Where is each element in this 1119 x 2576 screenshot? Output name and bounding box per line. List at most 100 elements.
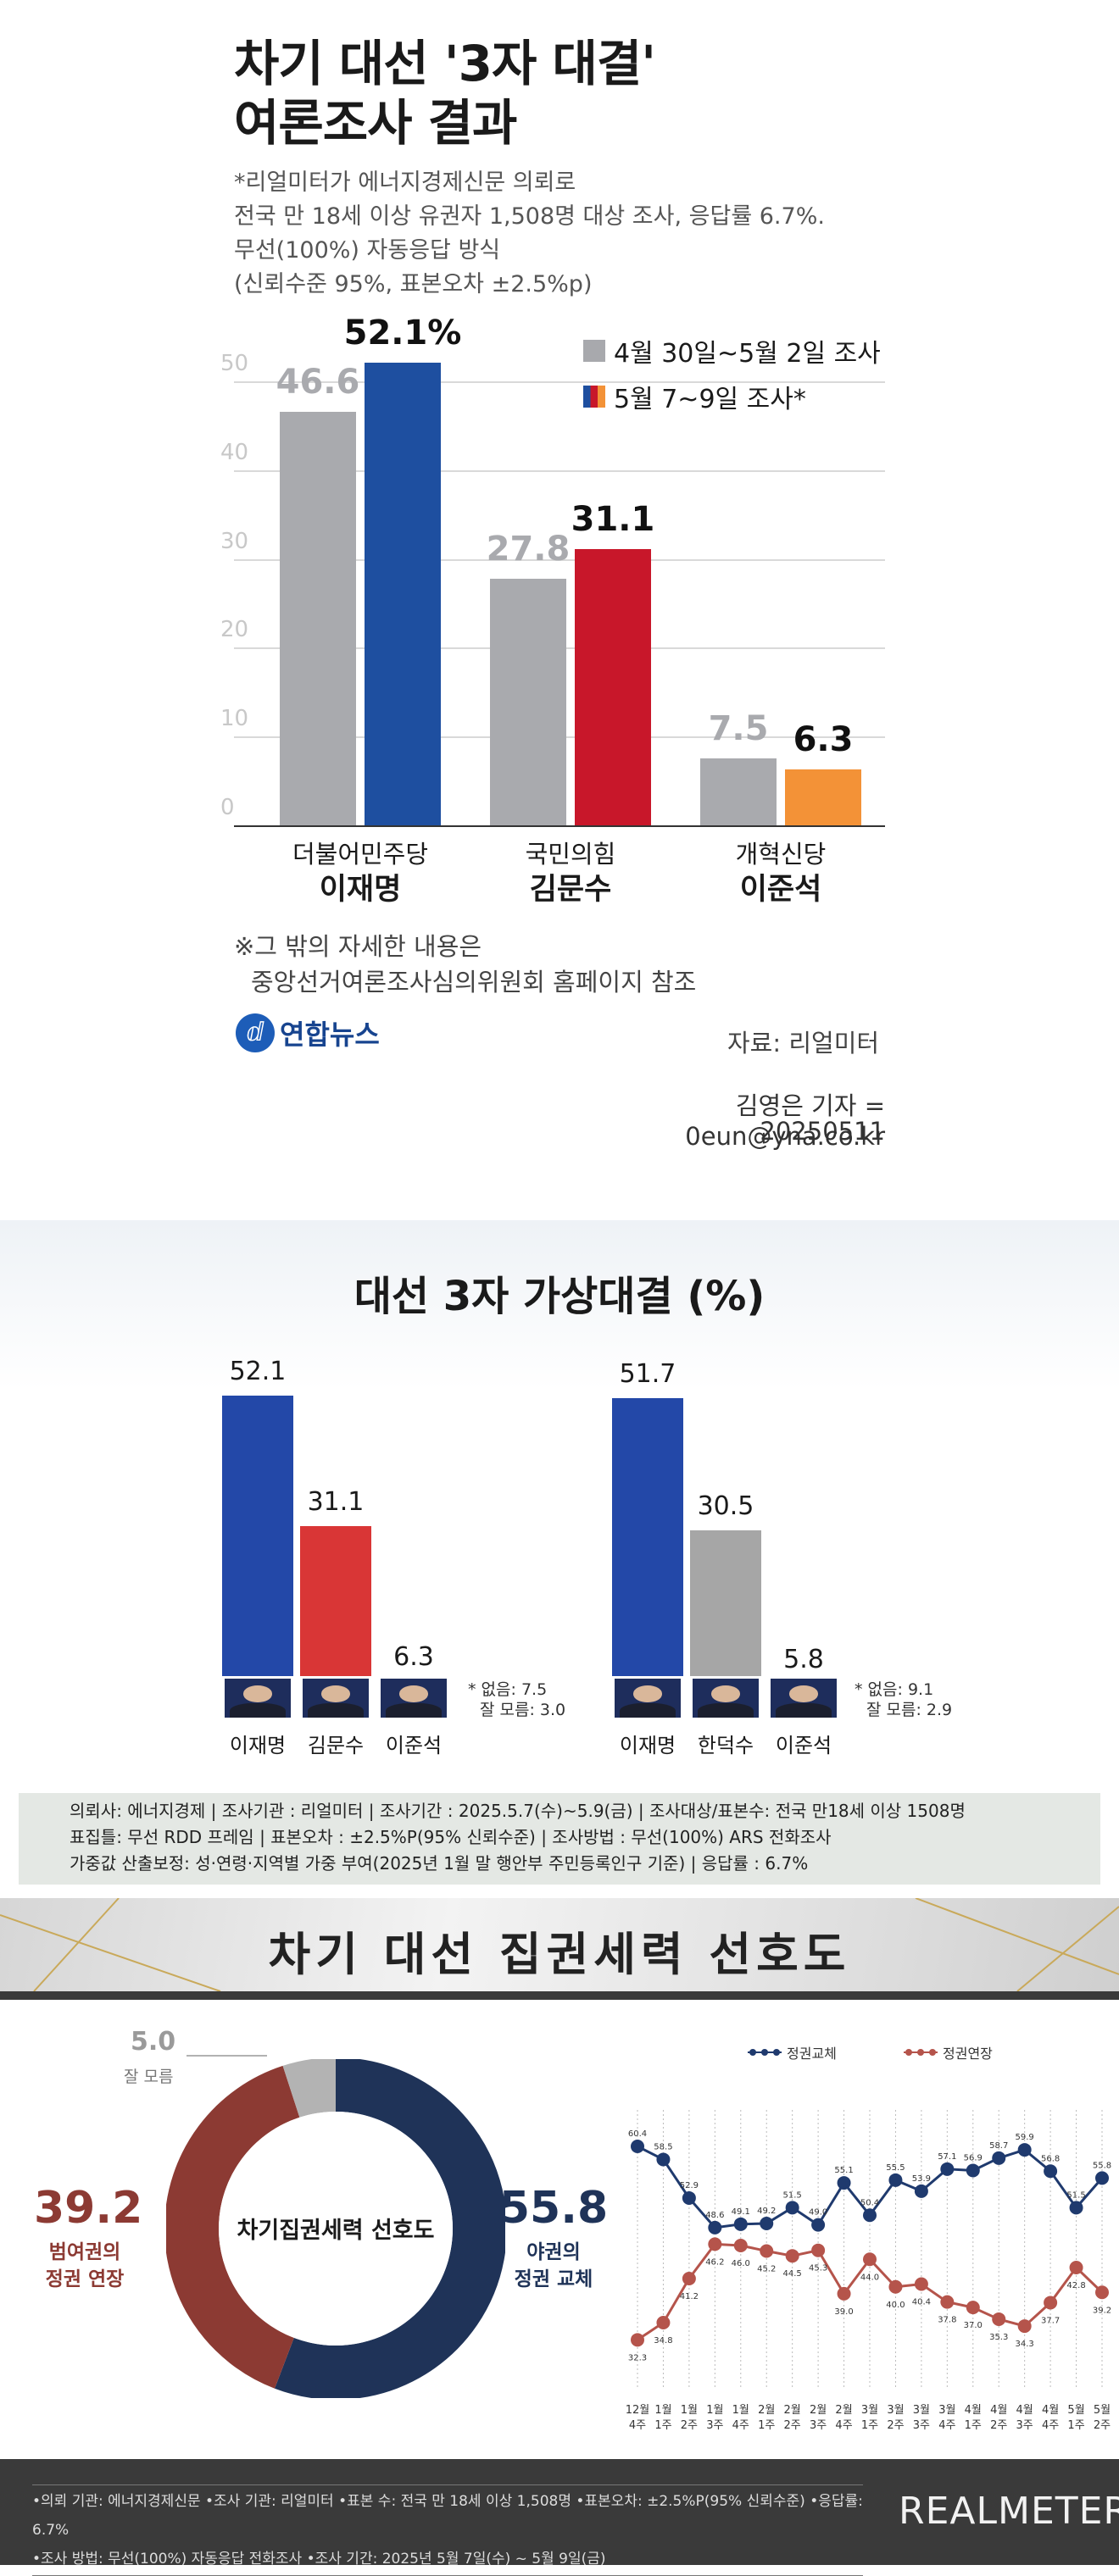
x-tick-month: 3월 [860,2404,879,2417]
line-point [682,2272,696,2285]
x-tick-week: 4주 [628,2419,647,2432]
x-tick-label: 1월 1주 [650,2403,676,2434]
line-point [631,2333,644,2347]
x-tick-month: 1월 [706,2404,724,2417]
line-point-label: 50.4 [860,2198,879,2207]
bar-value-label: 7.5 [708,709,769,749]
y-tick-label: 10 [220,706,249,732]
candidate-photo [222,1676,293,1720]
legend-swatch-party [583,386,605,408]
bar-current-2 [575,549,651,825]
x-tick-label: 4월 4주 [1038,2403,1063,2434]
bar-value-label: 31.1 [307,1487,365,1518]
line-point-label: 34.3 [1016,2340,1034,2349]
note-line: 잘 모름: 3.0 [480,1701,566,1719]
note-line: 잘 모름: 2.9 [866,1701,953,1719]
photo-suit [386,1702,442,1718]
line-point-label: 48.6 [705,2211,724,2220]
donut-slice [275,2059,505,2398]
line-point-label: 45.3 [809,2264,827,2273]
note-line: 중앙선거여론조사심의위원회 홈페이지 참조 [251,968,697,997]
donut-slice [282,2059,337,2118]
y-tick-label: 50 [220,351,249,376]
bar-previous-2 [490,578,566,825]
x-tick-label: 3월 4주 [934,2403,960,2434]
legend-item-previous: 4월 30일~5월 2일 조사 [583,332,881,369]
line-point [888,2279,903,2294]
poll1-title-line1: 차기 대선 '3자 대결' [234,35,656,92]
bar-value-label: 31.1 [571,500,655,540]
candidate-name-label: 이재명 [619,1734,676,1757]
bar-value-label: 46.6 [276,362,360,402]
legend-blue-marker [748,2049,782,2056]
category-name-label: 이재명 [319,873,402,907]
line-point [1044,2296,1058,2310]
x-tick-month: 3월 [938,2404,956,2417]
legend-item-current: 5월 7~9일 조사* [583,378,881,415]
x-tick-week: 1주 [964,2419,982,2432]
yonhap-logo-icon: ⅆ [236,1013,275,1052]
line-point [940,2162,955,2176]
bar-value-label: 5.8 [783,1645,824,1675]
category-name-label: 이준석 [739,873,822,907]
line-point [1017,2319,1032,2334]
bar-value-label: 30.5 [697,1491,754,1521]
x-tick-week: 1주 [758,2419,776,2432]
x-tick-month: 4월 [964,2404,982,2417]
x-tick-label: 4월 3주 [1012,2403,1038,2434]
x-tick-month: 1월 [654,2404,672,2417]
line-legend-blue: 정권교체 [748,2042,837,2062]
legend-label: 4월 30일~5월 2일 조사 [614,339,881,369]
x-tick-month: 4월 [1041,2404,1060,2417]
x-tick-label: 2월 4주 [832,2403,857,2434]
x-tick-label: 1월 3주 [702,2403,727,2434]
x-tick-label: 12월 4주 [625,2403,650,2434]
line-point-label: 51.5 [1066,2190,1085,2200]
photo-face [320,1685,351,1702]
candidate-photo [690,1676,761,1720]
yonhap-logo: ⅆ 연합뉴스 [236,1013,380,1052]
bar-value-label: 52.1 [229,1357,287,1386]
x-tick-label: 5월 2주 [1089,2403,1115,2434]
photo-suit [230,1702,286,1718]
x-tick-week: 3주 [706,2419,724,2432]
bar-current-3 [785,769,861,825]
x-tick-month: 2월 [783,2404,801,2417]
line-point-label: 58.7 [989,2141,1008,2151]
x-tick-week: 4주 [835,2419,853,2432]
line-point-label: 34.8 [654,2336,672,2346]
line-point [966,2163,980,2178]
photo-suit [620,1702,676,1718]
line-point-label: 44.0 [860,2273,879,2282]
line-point [914,2184,928,2198]
line-point [760,2244,774,2258]
note-line: ※그 밖의 자세한 내용은 [234,932,482,961]
category-party-label: 더불어민주당 [292,840,429,869]
poll1-sub-line: (신뢰수준 95%, 표본오차 ±2.5%p) [234,271,593,297]
x-tick-month: 5월 [1067,2404,1085,2417]
line-point [760,2217,774,2230]
category-name-label: 김문수 [529,873,612,907]
note-line: * 없음: 9.1 [855,1680,934,1699]
x-tick-month: 2월 [758,2404,776,2417]
poll2-title: 대선 3자 가상대결 (%) [354,1273,765,1320]
x-tick-label: 5월 1주 [1064,2403,1089,2434]
seg-unknown-value: 5.0 [131,2027,176,2057]
line-point-label: 55.1 [834,2166,853,2175]
x-tick-week: 2주 [680,2419,698,2432]
x-tick-month: 5월 [1093,2404,1111,2417]
x-tick-label: 3월 3주 [909,2403,934,2434]
bar-2-1 [612,1397,683,1720]
bar-previous-1 [280,411,356,825]
line-point-label: 40.4 [912,2298,931,2307]
bar-value-label: 6.3 [393,1641,434,1672]
category-party-label: 국민의힘 [525,840,616,869]
line-point-label: 40.0 [886,2301,905,2310]
x-tick-week: 3주 [1016,2419,1033,2432]
label-line: 정권 교체 [514,2268,593,2290]
line-x-axis-labels: 12월 4주 1월 1주 1월 2주 1월 3주 1월 4주 2월 1주 2월 2주 2월 3주 2월 4주 3월 1… [610,2403,1119,2446]
y-tick-label: 0 [220,795,235,820]
poll2-section: 대선 3자 가상대결 (%) 52.1 이재명 31.1 김문수 6.3 이준석 51.7 이… [0,1220,1119,1898]
photo-face [398,1685,429,1702]
line-point-label: 35.3 [989,2333,1008,2342]
